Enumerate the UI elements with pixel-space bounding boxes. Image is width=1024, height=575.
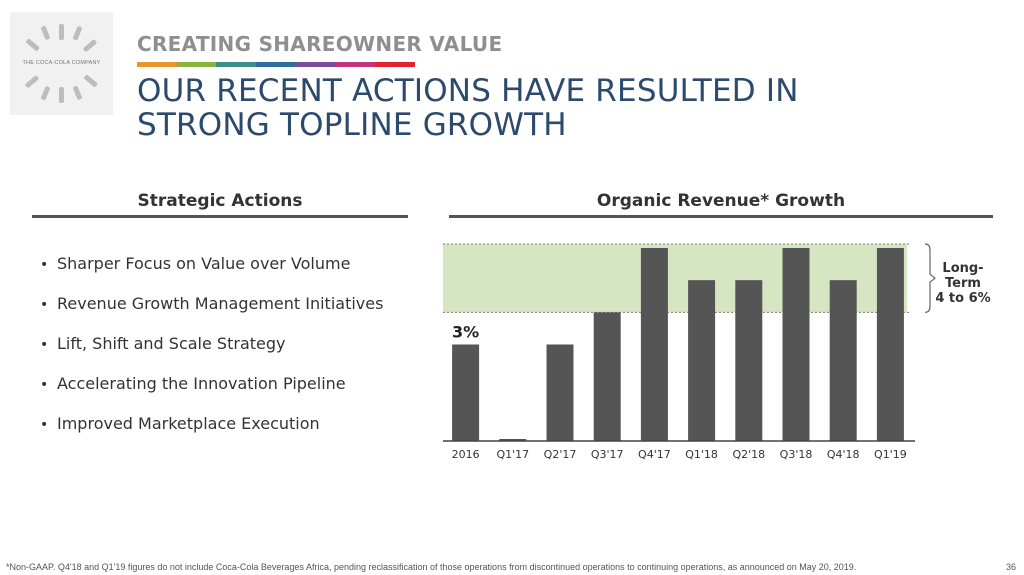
revenue-growth-heading: Organic Revenue* Growth xyxy=(596,191,846,211)
stripe-segment xyxy=(137,62,177,67)
bullet-dot: • xyxy=(40,257,49,273)
band-bracket xyxy=(924,243,936,313)
chart-bar xyxy=(829,280,857,441)
logo-wordmark: THE COCA-COLA COMPANY xyxy=(22,60,101,66)
list-item: • Revenue Growth Management Initiatives xyxy=(40,294,383,334)
x-tick-label: Q1'19 xyxy=(874,448,907,461)
chart-bar xyxy=(546,344,574,441)
band-label-line: 4 to 6% xyxy=(935,291,990,306)
bullet-dot: • xyxy=(40,297,49,313)
page-title: OUR RECENT ACTIONS HAVE RESULTED IN STRO… xyxy=(137,74,799,142)
chart-bar xyxy=(876,248,904,441)
bullet-dot: • xyxy=(40,337,49,353)
page-number: 36 xyxy=(1005,562,1016,572)
chart-bar xyxy=(640,248,668,441)
section-eyebrow: CREATING SHAREOWNER VALUE xyxy=(137,32,503,56)
bottle-burst-icon xyxy=(25,24,98,103)
bullet-text: Lift, Shift and Scale Strategy xyxy=(57,334,286,353)
x-tick-label: Q1'18 xyxy=(685,448,718,461)
stripe-segment xyxy=(335,62,376,67)
x-tick-label: 2016 xyxy=(452,448,480,461)
page-title-line-2: STRONG TOPLINE GROWTH xyxy=(137,107,567,143)
chart-bar xyxy=(782,248,810,441)
strategic-actions-list: • Sharper Focus on Value over Volume • Rev… xyxy=(40,254,383,454)
stripe-segment xyxy=(256,62,296,67)
company-logo: THE COCA-COLA COMPANY xyxy=(10,12,113,115)
footnote: *Non-GAAP. Q4'18 and Q1'19 figures do no… xyxy=(6,562,857,572)
list-item: • Improved Marketplace Execution xyxy=(40,414,383,454)
x-tick-label: Q2'17 xyxy=(544,448,577,461)
bullet-dot: • xyxy=(40,377,49,393)
chart-bar xyxy=(688,280,716,441)
band-label-line: Term xyxy=(945,276,981,291)
band-label-line: Long- xyxy=(942,261,983,276)
list-item: • Accelerating the Innovation Pipeline xyxy=(40,374,383,414)
chart-bar xyxy=(735,280,763,441)
x-tick-label: Q4'18 xyxy=(827,448,860,461)
chart-bar xyxy=(593,312,621,441)
page-title-line-1: OUR RECENT ACTIONS HAVE RESULTED IN xyxy=(137,73,799,109)
bullet-text: Sharper Focus on Value over Volume xyxy=(57,254,351,273)
stripe-segment xyxy=(176,62,217,67)
color-stripe xyxy=(137,62,416,67)
x-tick-label: Q2'18 xyxy=(732,448,765,461)
strategic-actions-rule xyxy=(32,215,408,218)
stripe-segment xyxy=(295,62,336,67)
long-term-target-band xyxy=(443,244,907,313)
bullet-text: Improved Marketplace Execution xyxy=(57,414,320,433)
strategic-actions-heading: Strategic Actions xyxy=(137,191,303,211)
list-item: • Lift, Shift and Scale Strategy xyxy=(40,334,383,374)
x-tick-label: Q4'17 xyxy=(638,448,671,461)
stripe-segment xyxy=(216,62,257,67)
chart-bar xyxy=(499,439,527,441)
stripe-segment xyxy=(375,62,416,67)
bullet-dot: • xyxy=(40,417,49,433)
x-tick-label: Q3'17 xyxy=(591,448,624,461)
revenue-growth-rule xyxy=(449,215,993,218)
chart-bar xyxy=(452,344,480,441)
data-label: 3% xyxy=(452,323,479,342)
x-tick-label: Q1'17 xyxy=(496,448,529,461)
x-tick-label: Q3'18 xyxy=(780,448,813,461)
bullet-text: Accelerating the Innovation Pipeline xyxy=(57,374,346,393)
list-item: • Sharper Focus on Value over Volume xyxy=(40,254,383,294)
bullet-text: Revenue Growth Management Initiatives xyxy=(57,294,384,313)
